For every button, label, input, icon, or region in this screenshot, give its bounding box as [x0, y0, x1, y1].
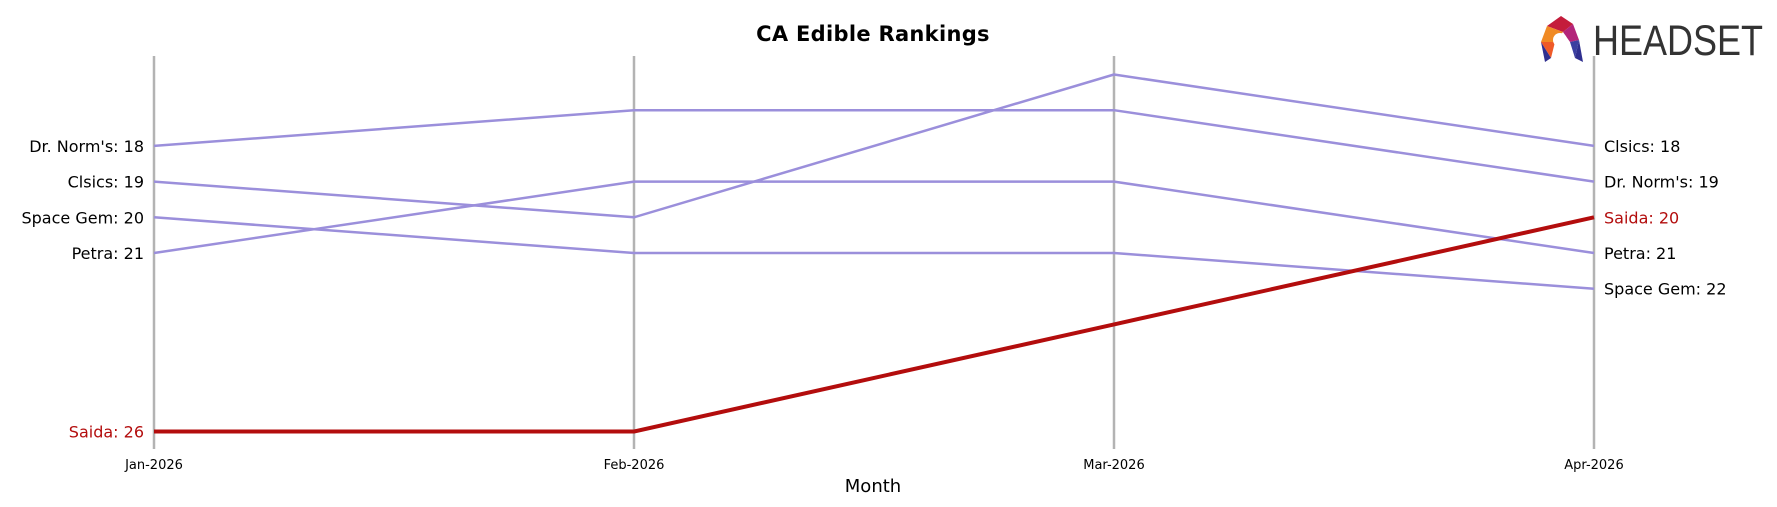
- right-rank-label: Petra: 21: [1604, 244, 1676, 263]
- chart-title: CA Edible Rankings: [756, 22, 990, 46]
- x-axis-title: Month: [845, 476, 901, 497]
- series-line-saida: [154, 215, 1595, 434]
- rank-labels: Dr. Norm's: 18 Clsics: 19 Space Gem: 20 Pet…: [21, 137, 1726, 442]
- series-line-dr-norm-s: [153, 108, 1595, 183]
- right-rank-label: Space Gem: 22: [1604, 280, 1727, 299]
- left-rank-label: Petra: 21: [72, 244, 144, 263]
- headset-logo-icon: [1541, 16, 1583, 62]
- right-rank-label: Clsics: 18: [1604, 137, 1680, 156]
- logo-wordmark: HEADSET: [1593, 17, 1763, 64]
- left-rank-label: Saida: 26: [69, 423, 144, 442]
- series-line-space-gem: [153, 216, 1595, 290]
- x-axis-ticks: Jan-2026 Feb-2026 Mar-2026 Apr-2026: [124, 458, 1624, 473]
- right-rank-label: Dr. Norm's: 19: [1604, 173, 1719, 192]
- headset-logo: HEADSET: [1537, 14, 1767, 65]
- left-rank-label: Space Gem: 20: [21, 208, 144, 227]
- x-tick-label: Apr-2026: [1564, 458, 1623, 473]
- right-rank-label: Saida: 20: [1604, 208, 1679, 227]
- left-rank-label: Clsics: 19: [68, 173, 144, 192]
- x-tick-label: Feb-2026: [604, 458, 665, 473]
- series-line-petra: [153, 180, 1595, 255]
- series-lines: [153, 73, 1595, 434]
- x-tick-label: Jan-2026: [124, 458, 183, 473]
- x-tick-label: Mar-2026: [1083, 458, 1144, 473]
- series-line-clsics: [153, 73, 1595, 219]
- left-rank-label: Dr. Norm's: 18: [29, 137, 144, 156]
